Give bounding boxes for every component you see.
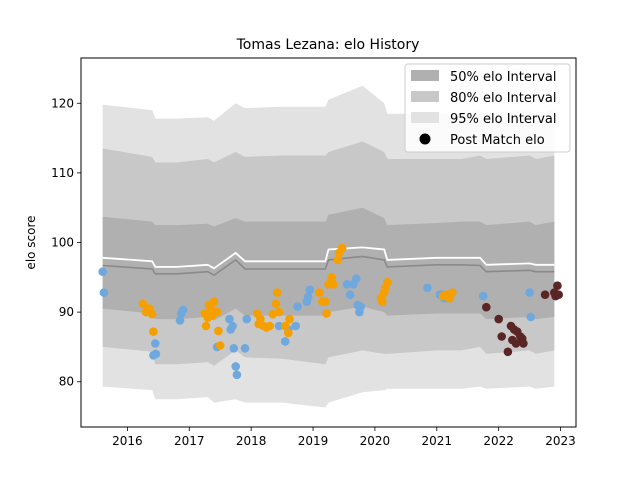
post-match-point (280, 321, 290, 331)
post-match-point (352, 274, 361, 284)
post-match-point (478, 291, 488, 301)
x-tick-label: 2021 (422, 434, 453, 448)
post-match-point (271, 299, 281, 309)
post-match-point (138, 299, 148, 309)
post-match-point (274, 307, 284, 317)
post-match-point (525, 288, 534, 297)
post-match-point (511, 339, 521, 348)
post-match-point (149, 327, 158, 336)
legend-label: 80% elo Interval (450, 91, 557, 106)
post-match-point (482, 302, 491, 312)
post-match-point (212, 307, 222, 317)
y-tick-label: 80 (59, 375, 74, 389)
post-match-point (98, 267, 107, 277)
y-tick-label: 110 (51, 166, 74, 180)
chart-title: Tomas Lezana: elo History (236, 37, 420, 53)
post-match-point (151, 339, 160, 348)
post-match-point (151, 349, 161, 359)
post-match-point (540, 290, 550, 300)
post-match-point (214, 326, 223, 336)
post-match-point (327, 273, 336, 282)
post-match-point (305, 285, 315, 295)
y-axis: 80 90 100 110 120 (51, 96, 81, 389)
legend-frame (404, 63, 571, 153)
post-match-point (256, 314, 265, 324)
x-tick-label: 2017 (174, 434, 205, 448)
post-match-point (147, 309, 157, 319)
post-match-point (321, 297, 330, 307)
post-match-point (342, 280, 352, 289)
post-match-point (272, 288, 282, 297)
post-match-point (265, 321, 275, 331)
x-tick-label: 2018 (236, 434, 267, 448)
post-match-point (337, 243, 347, 253)
post-match-point (448, 288, 457, 297)
x-tick-label: 2023 (545, 434, 576, 448)
x-tick-label: 2019 (298, 434, 329, 448)
post-match-point (209, 297, 219, 307)
plot-area (98, 85, 563, 408)
post-match-points (98, 243, 563, 380)
legend: 50% elo Interval 80% elo Interval 95% elo … (404, 63, 571, 153)
post-match-point (503, 347, 513, 357)
post-match-point (284, 328, 293, 338)
post-match-point (232, 370, 242, 380)
post-match-point (356, 302, 366, 311)
post-match-point (229, 344, 239, 353)
post-match-point (99, 288, 109, 297)
post-match-point (228, 321, 237, 331)
legend-label: 95% elo Interval (450, 112, 557, 127)
x-tick-label: 2020 (360, 434, 391, 448)
mean-elo-line (102, 246, 555, 270)
y-tick-label: 90 (59, 305, 74, 319)
y-tick-label: 120 (51, 96, 74, 110)
post-match-point (333, 255, 343, 265)
x-tick-label: 2016 (112, 434, 143, 448)
post-match-point (242, 314, 252, 324)
post-match-point (423, 283, 432, 293)
post-match-point (322, 309, 331, 318)
post-match-point (293, 302, 302, 311)
legend-swatch (411, 70, 439, 81)
post-match-point (240, 344, 250, 353)
y-tick-label: 100 (51, 236, 74, 250)
post-match-point (526, 312, 536, 322)
post-match-point (274, 321, 284, 331)
post-match-point (378, 297, 387, 307)
post-match-point (314, 288, 324, 297)
post-match-point (329, 280, 338, 289)
legend-swatch (411, 112, 439, 123)
post-match-point (553, 281, 562, 291)
post-match-point (285, 314, 294, 324)
post-match-point (201, 321, 211, 331)
post-match-point (519, 339, 528, 348)
post-match-point (280, 337, 290, 346)
post-match-point (291, 321, 301, 331)
post-match-point (178, 305, 188, 315)
y-axis-label: elo score (24, 215, 38, 269)
x-tick-label: 2022 (483, 434, 514, 448)
x-axis: 2016 2017 2018 2019 2020 2021 2022 2023 (112, 427, 576, 448)
post-match-point (303, 292, 313, 302)
post-match-point (383, 277, 392, 287)
median-elo-line (102, 255, 555, 277)
post-match-point (225, 314, 234, 324)
center-lines (102, 246, 555, 277)
post-match-point (175, 316, 185, 325)
legend-label: Post Match elo (450, 133, 545, 148)
post-match-point (497, 332, 507, 341)
legend-label: 50% elo Interval (450, 70, 557, 85)
post-match-point (231, 362, 240, 371)
legend-marker (419, 133, 431, 145)
post-match-point (345, 290, 355, 300)
post-match-point (494, 314, 504, 324)
post-match-point (554, 290, 563, 300)
legend-swatch (411, 91, 439, 102)
post-match-point (215, 341, 225, 350)
